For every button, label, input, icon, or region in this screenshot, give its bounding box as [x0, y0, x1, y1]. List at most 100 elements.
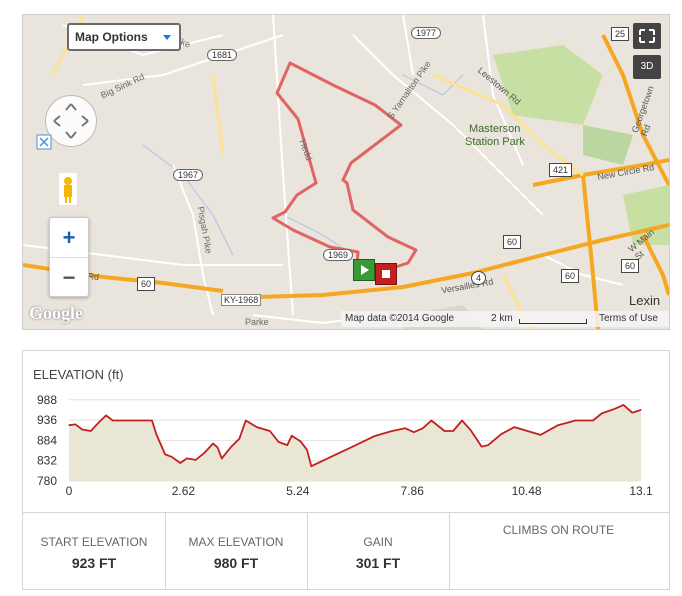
- play-icon: [361, 265, 369, 275]
- elevation-point: [631, 412, 633, 414]
- elevation-point: [574, 419, 577, 422]
- x-tick-label: 0: [66, 484, 73, 498]
- shield-60d: 60: [621, 259, 640, 273]
- stat-value: 923 FT: [71, 555, 117, 571]
- scale-bar: [519, 319, 587, 324]
- elevation-point: [186, 457, 188, 459]
- stat-value: 980 FT: [213, 555, 259, 571]
- shield-1977: 1977: [411, 27, 442, 39]
- stat-value: 301 FT: [355, 555, 401, 571]
- elevation-point: [487, 444, 489, 446]
- elevation-point: [452, 430, 454, 432]
- elevation-point: [601, 412, 603, 414]
- elevation-point: [68, 424, 70, 426]
- elevation-point: [245, 419, 247, 422]
- elevation-point: [151, 419, 153, 422]
- x-tick-label: 13.1: [629, 484, 653, 498]
- elevation-point: [81, 428, 83, 431]
- elevation-point: [99, 421, 101, 423]
- elevation-point: [614, 408, 616, 410]
- elevation-point: [278, 441, 280, 443]
- elevation-point: [195, 459, 197, 461]
- stat-max-elevation: MAX ELEVATION 980 FT: [165, 513, 308, 590]
- elevation-point: [640, 409, 642, 411]
- elevation-point: [138, 419, 140, 422]
- pegman-icon[interactable]: [59, 173, 77, 205]
- elevation-area: [69, 404, 641, 481]
- google-logo: Google: [29, 303, 83, 323]
- elevation-point: [422, 427, 424, 429]
- elevation-stats: START ELEVATION 923 FT MAX ELEVATION 980…: [23, 512, 669, 590]
- elevation-point: [112, 419, 114, 422]
- pan-arrows-icon: [53, 103, 89, 139]
- x-tick-label: 2.62: [172, 484, 196, 498]
- elevation-chart: 988 936 884 832 780 0 2.62 5.24 7.86 10.48 13.1: [37, 393, 653, 498]
- shield-60b: 60: [137, 277, 156, 291]
- elevation-point: [221, 457, 223, 459]
- elevation-point: [374, 435, 376, 437]
- stat-label: START ELEVATION: [40, 535, 148, 549]
- elevation-point: [179, 462, 181, 464]
- shield-1967: 1967: [173, 169, 204, 181]
- shield-421: 421: [549, 163, 573, 177]
- elevation-point: [74, 423, 77, 425]
- fullscreen-button[interactable]: [633, 23, 661, 49]
- label-station-park: Station Park: [465, 136, 525, 148]
- elevation-point: [306, 449, 308, 451]
- shield-4: 4: [471, 271, 487, 285]
- elevation-point: [330, 456, 332, 458]
- zoom-out-button[interactable]: −: [62, 265, 76, 290]
- route-path: [271, 61, 418, 275]
- pan-control[interactable]: [45, 95, 97, 147]
- shield-60: 60: [503, 235, 522, 249]
- elevation-point: [481, 446, 483, 448]
- route-map[interactable]: Masterson Station Park Big Sink Rd Pisga…: [22, 14, 670, 330]
- elevation-point: [413, 431, 415, 433]
- shield-1969: 1969: [323, 249, 354, 261]
- label-masterson: Masterson: [469, 123, 521, 135]
- y-tick-label: 884: [37, 433, 57, 447]
- map-options-label: Map Options: [75, 30, 148, 44]
- elevation-point: [203, 452, 205, 454]
- elevation-point: [238, 438, 240, 440]
- elevation-point: [430, 419, 432, 422]
- shield-60c: 60: [561, 269, 580, 283]
- elevation-line: [68, 404, 642, 468]
- elevation-point: [291, 435, 293, 437]
- stat-gain: GAIN 301 FT: [307, 513, 450, 590]
- 3d-button[interactable]: 3D: [633, 55, 661, 79]
- start-marker[interactable]: [353, 259, 375, 281]
- x-tick-label: 5.24: [286, 484, 310, 498]
- elevation-point: [155, 433, 157, 435]
- elevation-point: [286, 444, 288, 446]
- elevation-point: [622, 404, 625, 406]
- stat-label: MAX ELEVATION: [188, 535, 284, 549]
- zoom-in-button[interactable]: +: [50, 218, 88, 258]
- elevation-point: [461, 419, 463, 422]
- label-lexin: Lexin: [629, 293, 661, 308]
- elevation-point: [105, 414, 107, 416]
- map-options-dropdown[interactable]: Map Options: [67, 23, 181, 51]
- elevation-point: [513, 426, 515, 428]
- expand-icon: [639, 29, 655, 43]
- elevation-point: [500, 433, 502, 435]
- label-parkers: Parke: [245, 317, 269, 327]
- elevation-point: [352, 446, 354, 448]
- y-tick-label: 780: [37, 474, 57, 488]
- terms-link[interactable]: Terms of Use: [599, 313, 658, 324]
- elevation-point: [164, 453, 166, 455]
- elevation-point: [557, 424, 559, 426]
- shield-1681: 1681: [207, 49, 238, 61]
- y-tick-label: 936: [37, 413, 57, 427]
- shield-25: 25: [611, 27, 630, 41]
- y-tick-label: 832: [37, 454, 57, 468]
- elevation-title: ELEVATION (ft): [33, 367, 124, 382]
- scale-label: 2 km: [491, 313, 513, 324]
- elevation-point: [540, 434, 542, 436]
- attribution-text: Map data ©2014 Google: [345, 313, 455, 324]
- zoom-control: + −: [49, 217, 89, 297]
- stop-icon: [382, 270, 390, 278]
- elevation-point: [90, 430, 92, 432]
- end-marker[interactable]: [375, 263, 397, 285]
- snap-icon[interactable]: [35, 133, 53, 151]
